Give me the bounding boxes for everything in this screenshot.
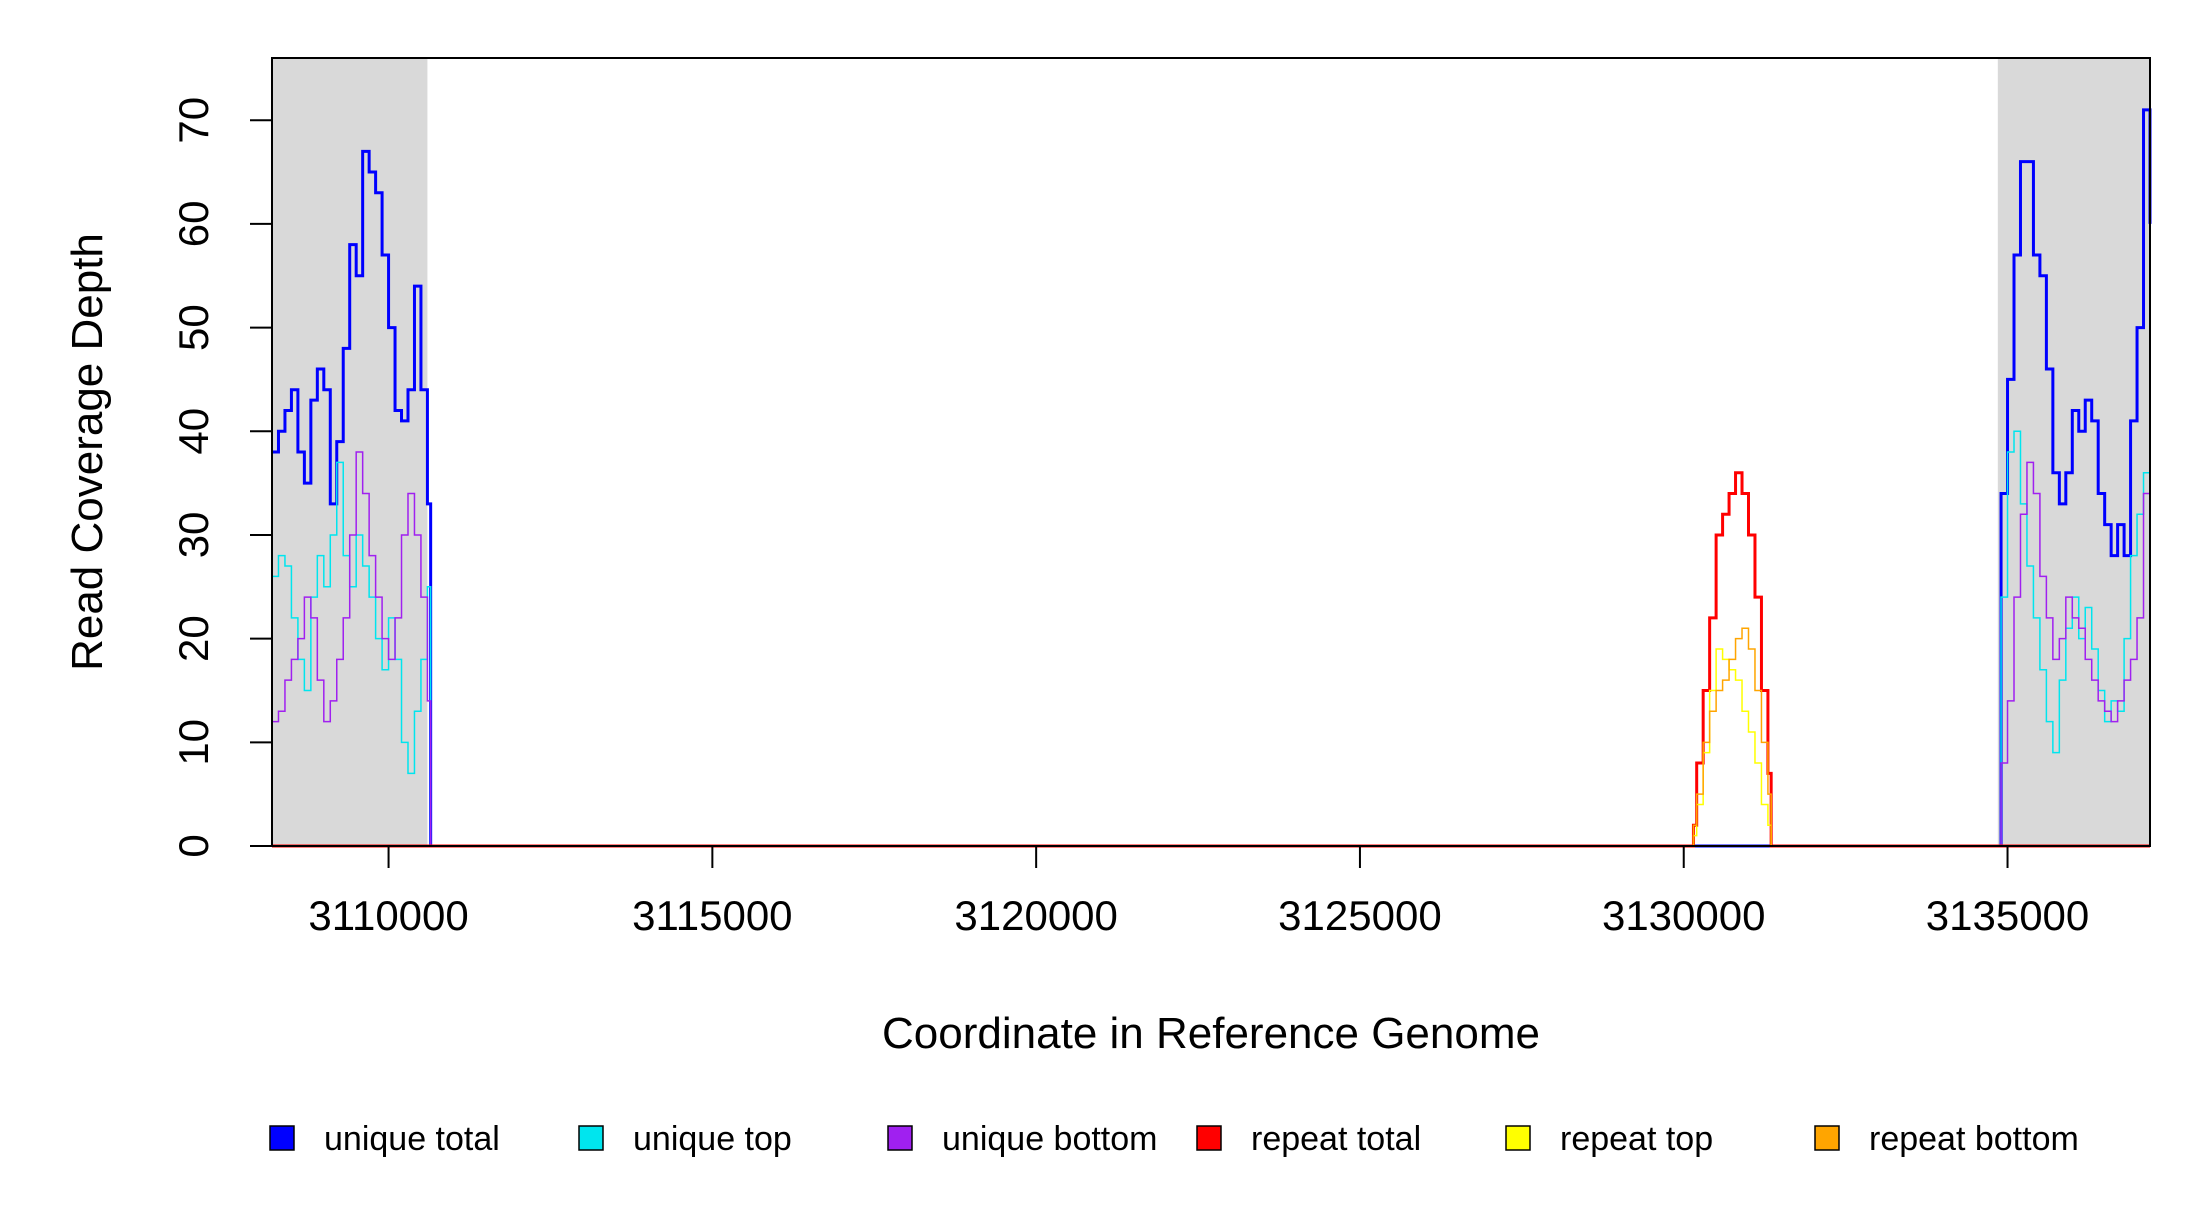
shaded-region-0 bbox=[272, 58, 428, 846]
legend-label: unique top bbox=[633, 1120, 792, 1158]
y-tick-label: 20 bbox=[170, 615, 217, 662]
y-tick-label: 0 bbox=[170, 834, 217, 857]
x-tick-label: 3115000 bbox=[632, 892, 792, 939]
shaded-region-1 bbox=[1997, 58, 2150, 846]
x-tick-label: 3135000 bbox=[1926, 892, 2090, 939]
plot-frame bbox=[271, 57, 2151, 847]
legend-swatch bbox=[269, 1125, 295, 1151]
legend-swatch bbox=[1196, 1125, 1222, 1151]
legend-swatch bbox=[887, 1125, 913, 1151]
series-lines bbox=[272, 108, 2152, 848]
legend-swatch bbox=[1505, 1125, 1531, 1151]
legend-label: repeat total bbox=[1251, 1120, 1421, 1158]
y-tick-label: 10 bbox=[170, 719, 217, 766]
shaded-regions bbox=[272, 58, 2150, 846]
y-tick-label: 40 bbox=[170, 408, 217, 455]
y-axis: 0 10 20 30 40 50 60 70 bbox=[170, 97, 273, 858]
x-tick-label: 3110000 bbox=[308, 892, 468, 939]
y-tick-label: 70 bbox=[170, 97, 217, 144]
legend: unique total unique top unique bottom repea… bbox=[269, 1120, 2079, 1158]
legend-label: unique total bbox=[324, 1120, 500, 1158]
x-axis-label: Coordinate in Reference Genome bbox=[882, 1009, 1540, 1058]
x-tick-label: 3120000 bbox=[954, 892, 1118, 939]
series-line-repeat-top bbox=[272, 648, 2150, 847]
x-axis: 3110000 3115000 3120000 3125000 3130000 31350… bbox=[308, 845, 2090, 939]
legend-label: repeat bottom bbox=[1869, 1120, 2079, 1158]
series-line-repeat-total bbox=[272, 471, 2150, 848]
series-line-repeat-bottom bbox=[272, 627, 2150, 847]
y-tick-label: 30 bbox=[170, 512, 217, 559]
y-axis-label: Read Coverage Depth bbox=[63, 233, 112, 671]
series-line-unique-top bbox=[272, 430, 2151, 847]
x-tick-label: 3130000 bbox=[1602, 892, 1766, 939]
legend-label: repeat top bbox=[1560, 1120, 1713, 1158]
series-line-unique-bottom bbox=[272, 451, 2151, 847]
series-line-unique-total bbox=[272, 108, 2152, 848]
legend-label: unique bottom bbox=[942, 1120, 1158, 1158]
y-tick-label: 60 bbox=[170, 201, 217, 248]
legend-swatch bbox=[1814, 1125, 1840, 1151]
x-tick-label: 3125000 bbox=[1278, 892, 1442, 939]
y-tick-label: 50 bbox=[170, 304, 217, 351]
legend-swatch bbox=[578, 1125, 604, 1151]
